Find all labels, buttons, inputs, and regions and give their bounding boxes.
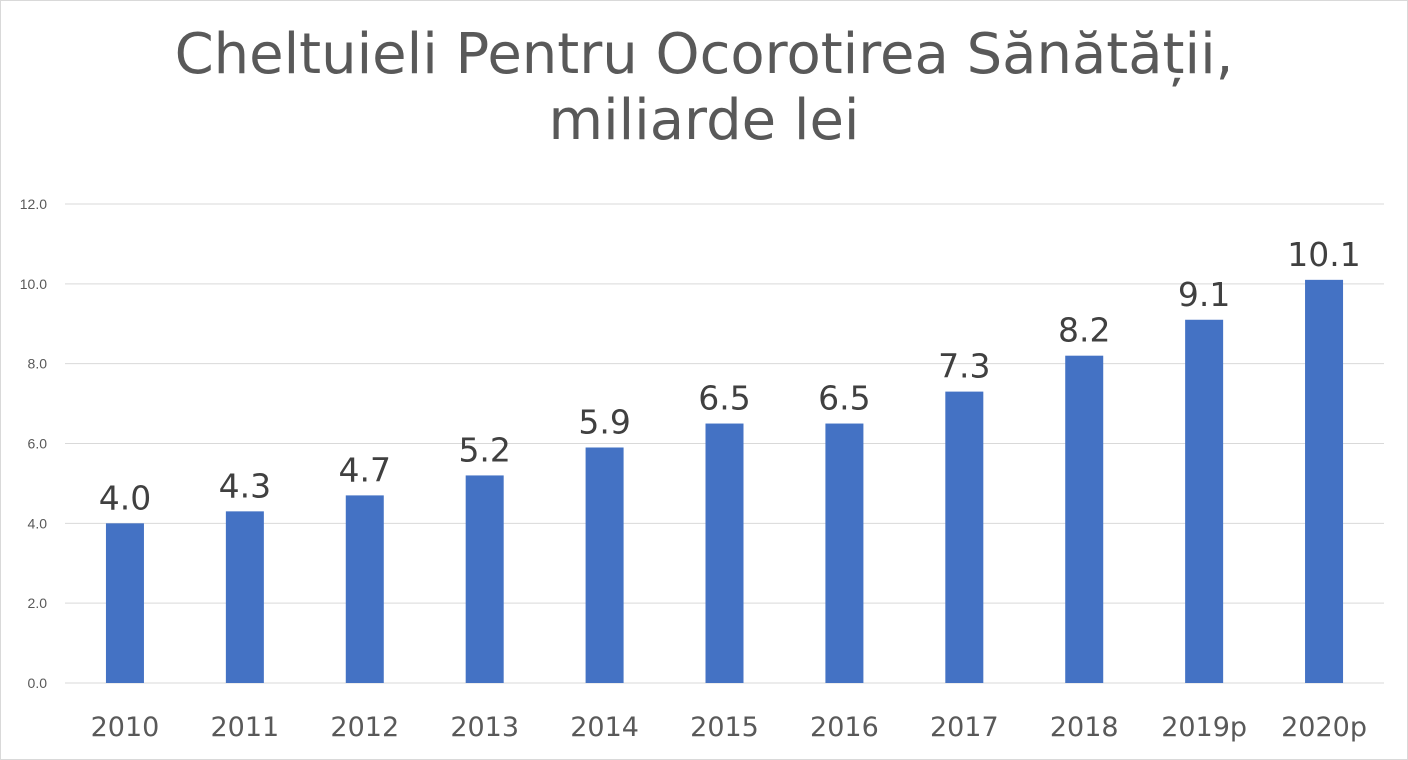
bar-2013 — [465, 475, 504, 683]
y-axis-ticks: 0.0 2.0 4.0 6.0 8.0 10.0 12.0 — [20, 196, 47, 691]
x-tick-label-2017: 2017 — [930, 712, 999, 743]
data-label-2017: 7.3 — [938, 347, 990, 386]
y-tick-label: 10.0 — [20, 276, 47, 292]
bars — [105, 279, 1344, 683]
x-tick-label-2019p: 2019p — [1161, 712, 1247, 743]
y-tick-label: 2.0 — [28, 595, 48, 611]
bar-2011 — [225, 511, 264, 683]
x-tick-label-2018: 2018 — [1050, 712, 1119, 743]
y-tick-label: 8.0 — [28, 356, 48, 372]
x-tick-label-2014: 2014 — [570, 712, 639, 743]
bar-2016 — [825, 423, 864, 683]
x-axis-ticks: 2010 2011 2012 2013 2014 2015 2016 2017 2018 2019… — [91, 712, 1367, 743]
data-label-2012: 4.7 — [339, 450, 391, 489]
data-label-2014: 5.9 — [578, 402, 630, 441]
x-tick-label-2015: 2015 — [690, 712, 759, 743]
x-tick-label-2011: 2011 — [211, 712, 280, 743]
data-label-2013: 5.2 — [458, 430, 510, 469]
x-tick-label-2020p: 2020p — [1281, 712, 1367, 743]
bar-2018 — [1065, 355, 1104, 683]
bar-2019p — [1185, 319, 1224, 683]
data-label-2016: 6.5 — [818, 379, 870, 418]
y-tick-label: 6.0 — [28, 436, 48, 452]
data-label-2011: 4.3 — [219, 466, 271, 505]
x-tick-label-2010: 2010 — [91, 712, 160, 743]
x-tick-label-2012: 2012 — [330, 712, 399, 743]
x-tick-label-2013: 2013 — [450, 712, 519, 743]
y-tick-label: 0.0 — [28, 675, 48, 691]
data-label-2015: 6.5 — [698, 379, 750, 418]
bar-2012 — [345, 495, 384, 683]
data-label-2019p: 9.1 — [1178, 275, 1230, 314]
bar-2015 — [705, 423, 744, 683]
bar-2014 — [585, 447, 624, 683]
y-tick-label: 4.0 — [28, 515, 48, 531]
data-label-2020p: 10.1 — [1287, 235, 1360, 274]
data-label-2018: 8.2 — [1058, 311, 1110, 350]
data-label-2010: 4.0 — [99, 478, 151, 517]
bar-2017 — [945, 391, 984, 683]
bar-2010 — [105, 523, 144, 683]
x-tick-label-2016: 2016 — [810, 712, 879, 743]
y-tick-label: 12.0 — [20, 196, 47, 212]
chart-title: Cheltuieli Pentru Ocorotirea Sănătății, … — [174, 22, 1234, 153]
data-labels: 4.0 4.3 4.7 5.2 5.9 6.5 6.5 7.3 8.2 9.1 10.1 — [99, 235, 1361, 517]
bar-2020p — [1305, 279, 1344, 683]
